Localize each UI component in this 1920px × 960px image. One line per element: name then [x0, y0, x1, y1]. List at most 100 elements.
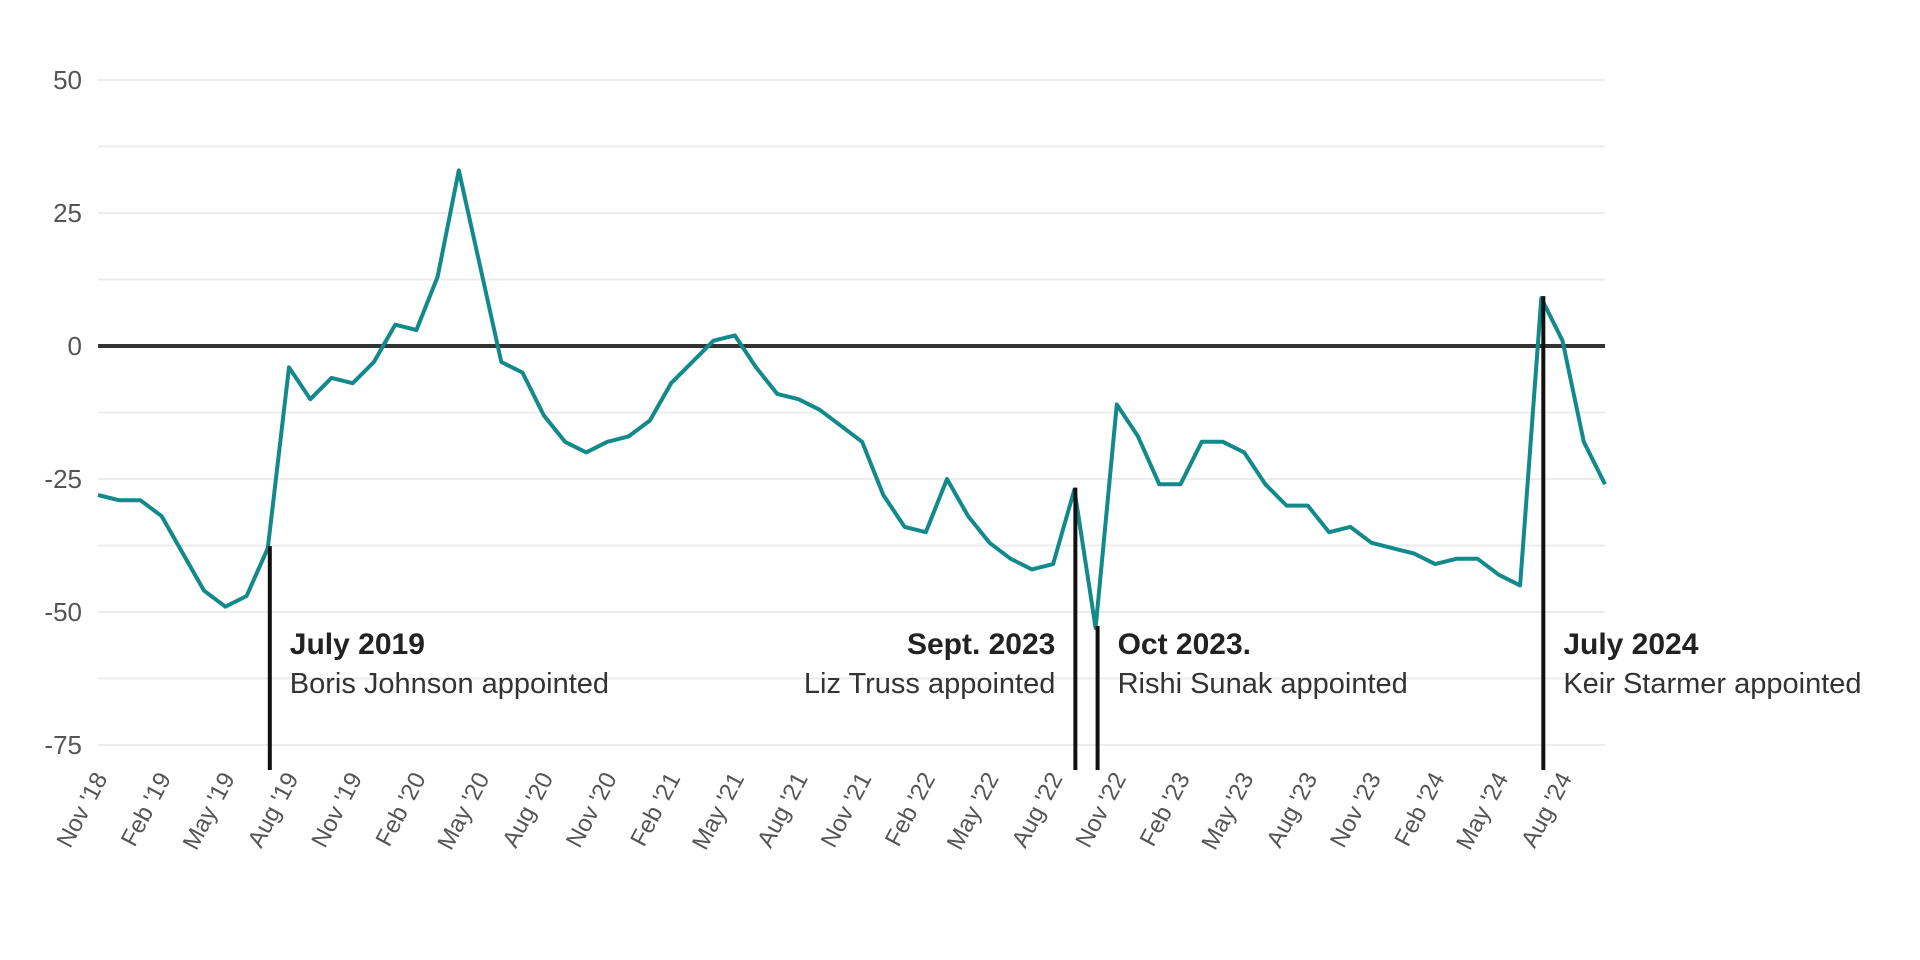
x-tick-label: May '23 [1197, 768, 1260, 854]
x-axis-ticks: Nov '18 Feb '19 May '19 Aug '19 Nov '19 Feb '… [52, 768, 1578, 854]
data-point [118, 499, 121, 502]
y-tick-label: 25 [53, 198, 82, 228]
data-point [1030, 568, 1033, 571]
data-point [712, 339, 715, 342]
x-tick-label: May '22 [942, 768, 1005, 854]
data-point [1455, 557, 1458, 560]
annotations: July 2019 Boris Johnson appointed Sept. 20… [290, 628, 1862, 700]
x-tick-label: Feb '22 [880, 768, 941, 851]
data-point [1497, 573, 1500, 576]
x-tick-label: Nov '22 [1070, 768, 1132, 852]
y-tick-label: -75 [44, 730, 82, 760]
data-point [1328, 531, 1331, 534]
data-point [330, 376, 333, 379]
x-tick-label: Aug '20 [497, 768, 559, 852]
x-tick-label: Aug '24 [1516, 768, 1578, 852]
data-point [1179, 483, 1182, 486]
x-tick-label: May '20 [432, 768, 495, 854]
data-point [563, 440, 566, 443]
annotation-text: Boris Johnson appointed [290, 668, 609, 700]
x-tick-label: Aug '21 [752, 768, 814, 852]
y-tick-label: -50 [44, 597, 82, 627]
data-point [436, 275, 439, 278]
x-tick-label: Feb '20 [371, 768, 432, 851]
data-point [1137, 435, 1140, 438]
data-point [1391, 547, 1394, 550]
x-tick-label: Aug '22 [1007, 768, 1069, 852]
data-point [585, 451, 588, 454]
x-tick-label: Feb '21 [625, 768, 686, 851]
data-point [988, 541, 991, 544]
event-markers [267, 296, 1546, 770]
data-point [776, 392, 779, 395]
data-point [415, 329, 418, 332]
annotation-text: Rishi Sunak appointed [1118, 668, 1408, 700]
data-point [1582, 440, 1585, 443]
data-point [1434, 563, 1437, 566]
data-point [818, 408, 821, 411]
x-tick-label: May '19 [178, 768, 241, 854]
y-tick-label: -25 [44, 464, 82, 494]
x-tick-label: Nov '20 [561, 768, 623, 852]
data-point [479, 265, 482, 268]
annotation-title: July 2019 [290, 628, 425, 661]
data-point [1115, 403, 1118, 406]
x-tick-label: Aug '23 [1261, 768, 1323, 852]
data-point [203, 589, 206, 592]
data-point [1476, 557, 1479, 560]
data-point [648, 419, 651, 422]
data-point [1349, 525, 1352, 528]
x-tick-label: Feb '24 [1389, 768, 1450, 851]
data-point [606, 440, 609, 443]
annotation-title: July 2024 [1563, 628, 1698, 661]
data-point [181, 552, 184, 555]
series [97, 168, 1607, 630]
data-point [946, 478, 949, 481]
series-line [97, 168, 1607, 630]
data-point [309, 398, 312, 401]
data-point [1370, 541, 1373, 544]
x-tick-label: May '24 [1451, 768, 1514, 854]
data-point [1604, 483, 1607, 486]
data-point [160, 515, 163, 518]
data-point [1306, 504, 1309, 507]
data-point [500, 360, 503, 363]
x-tick-label: Feb '23 [1135, 768, 1196, 851]
data-point [372, 360, 375, 363]
data-point [288, 366, 291, 369]
data-point [1221, 440, 1224, 443]
x-tick-label: Feb '19 [116, 768, 177, 851]
data-point [394, 323, 397, 326]
data-point [139, 499, 142, 502]
data-point [1052, 563, 1055, 566]
y-tick-label: 0 [68, 331, 82, 361]
y-tick-label: 50 [53, 65, 82, 95]
data-point [351, 382, 354, 385]
data-point [542, 414, 545, 417]
annotation-text: Keir Starmer appointed [1563, 668, 1861, 700]
x-tick-label: Nov '21 [816, 768, 878, 852]
data-point [733, 334, 736, 337]
annotation-title: Oct 2023. [1118, 628, 1251, 661]
y-axis-ticks: 50 25 0 -25 -50 -75 [44, 65, 82, 760]
data-point [903, 525, 906, 528]
data-point [670, 382, 673, 385]
data-point [627, 435, 630, 438]
data-point [861, 440, 864, 443]
data-point [457, 169, 460, 172]
annotation-title: Sept. 2023 [907, 628, 1055, 661]
gridlines [98, 79, 1605, 746]
data-point [1264, 483, 1267, 486]
data-point [691, 360, 694, 363]
x-tick-label: Nov '19 [306, 768, 368, 852]
x-tick-label: Nov '18 [52, 768, 114, 852]
data-point [521, 371, 524, 374]
data-point [1519, 584, 1522, 587]
data-point [1285, 504, 1288, 507]
data-point [1158, 483, 1161, 486]
data-point [97, 493, 100, 496]
annotation-text: Liz Truss appointed [804, 668, 1055, 700]
x-tick-label: Nov '23 [1325, 768, 1387, 852]
data-point [1412, 552, 1415, 555]
